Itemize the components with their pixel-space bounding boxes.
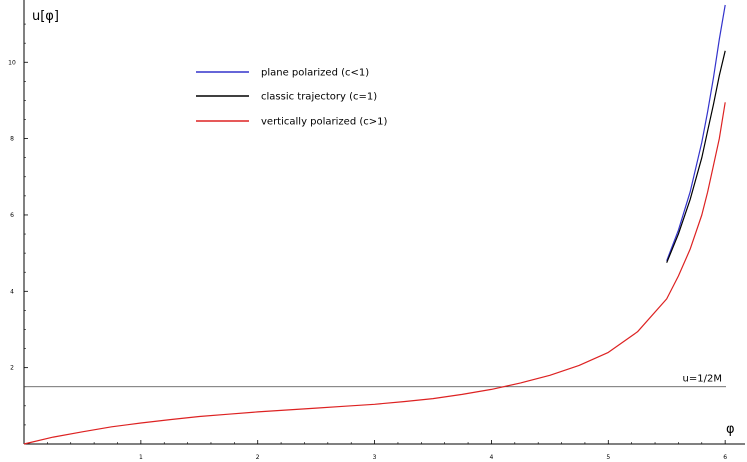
legend: plane polarized (c<1) classic trajectory … xyxy=(196,68,387,128)
x-axis-title: φ xyxy=(726,422,735,437)
y-tick-label: 4 xyxy=(10,288,14,295)
legend-label-3: vertically polarized (c>1) xyxy=(261,117,387,128)
y-tick-label: 10 xyxy=(8,59,16,66)
legend-label-2: classic trajectory (c=1) xyxy=(261,92,377,103)
reference-layer: u=1/2M xyxy=(24,374,726,388)
series-line-3 xyxy=(23,102,726,445)
x-tick-label: 4 xyxy=(490,454,494,461)
y-tick-label: 2 xyxy=(10,365,14,372)
y-tick-label: 8 xyxy=(10,136,14,143)
reference-line-label: u=1/2M xyxy=(683,374,722,385)
series-line-1 xyxy=(666,4,726,262)
y-axis-title: u[φ] xyxy=(32,9,59,24)
x-tick-label: 3 xyxy=(373,454,377,461)
x-tick-label: 6 xyxy=(723,454,727,461)
legend-label-1: plane polarized (c<1) xyxy=(261,68,369,79)
x-tick-label: 2 xyxy=(256,454,260,461)
x-tick-label: 1 xyxy=(139,454,143,461)
x-tick-label: 5 xyxy=(606,454,610,461)
series-line-2 xyxy=(666,50,726,263)
series-layer xyxy=(23,4,726,445)
y-tick-label: 6 xyxy=(10,212,14,219)
axes: 1 2 3 4 5 6 2 4 6 8 10 u[φ] φ xyxy=(8,0,745,461)
